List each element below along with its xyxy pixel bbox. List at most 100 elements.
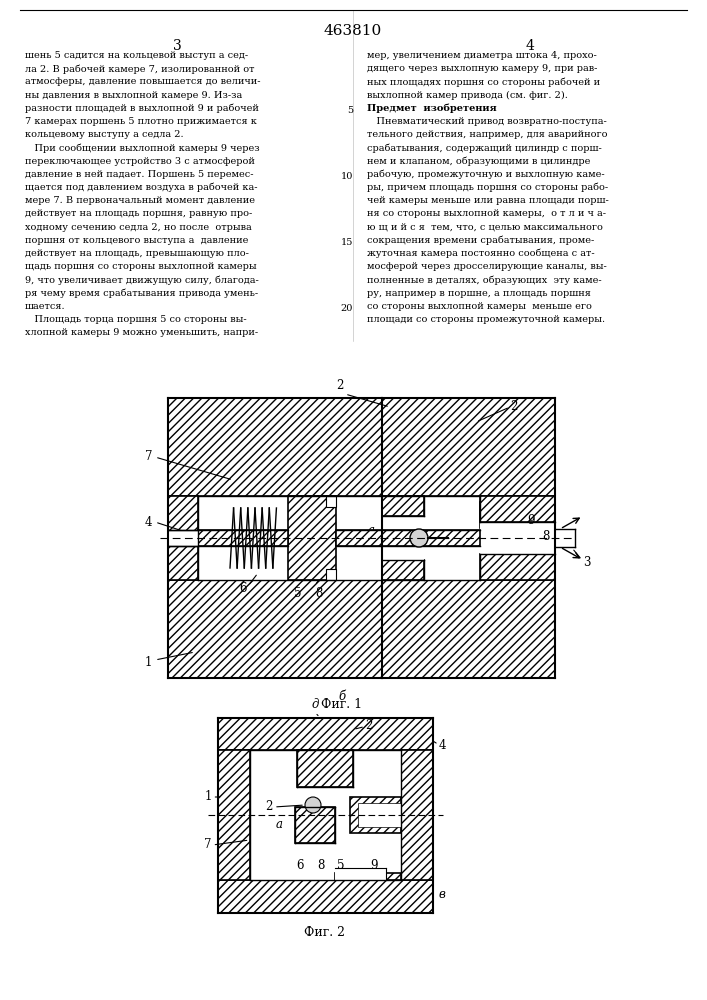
Bar xyxy=(382,398,555,496)
Text: 3: 3 xyxy=(173,39,182,53)
Text: 9: 9 xyxy=(527,514,534,526)
Bar xyxy=(350,797,400,833)
Text: 2: 2 xyxy=(365,719,373,732)
Text: а: а xyxy=(368,524,375,536)
Text: 5: 5 xyxy=(294,587,302,600)
Text: 10: 10 xyxy=(341,172,353,181)
Text: 4: 4 xyxy=(438,739,446,752)
Bar xyxy=(168,398,382,496)
Bar xyxy=(288,496,336,580)
Text: ру, например в поршне, а площадь поршня: ру, например в поршне, а площадь поршня xyxy=(367,289,591,298)
Bar xyxy=(168,530,198,546)
Text: 1: 1 xyxy=(145,656,152,668)
Text: переключающее устройство 3 с атмосферой: переключающее устройство 3 с атмосферой xyxy=(25,157,255,166)
Bar xyxy=(198,530,288,546)
Text: 5: 5 xyxy=(337,859,344,872)
Bar xyxy=(382,580,555,678)
Text: ны давления в выхлопной камере 9. Из-за: ны давления в выхлопной камере 9. Из-за xyxy=(25,91,243,100)
Text: чей камеры меньше или равна площади порш-: чей камеры меньше или равна площади порш… xyxy=(367,196,609,205)
Text: д: д xyxy=(311,698,319,712)
Text: 9: 9 xyxy=(370,859,378,872)
Text: кольцевому выступу а седла 2.: кольцевому выступу а седла 2. xyxy=(25,130,184,139)
Text: действует на площадь поршня, равную про-: действует на площадь поршня, равную про- xyxy=(25,209,252,218)
Bar xyxy=(250,750,400,880)
Text: со стороны выхлопной камеры  меньше его: со стороны выхлопной камеры меньше его xyxy=(367,302,592,311)
Bar xyxy=(218,750,250,880)
Bar xyxy=(168,496,198,580)
Text: 1: 1 xyxy=(204,790,211,804)
Bar xyxy=(382,560,424,580)
Text: ры, причем площадь поршня со стороны рабо-: ры, причем площадь поршня со стороны раб… xyxy=(367,183,608,192)
Text: ря чему время срабатывания привода умень-: ря чему время срабатывания привода умень… xyxy=(25,289,258,298)
Text: 5: 5 xyxy=(347,106,353,115)
Text: 8: 8 xyxy=(317,859,325,872)
Text: мер, увеличением диаметра штока 4, прохо-: мер, увеличением диаметра штока 4, прохо… xyxy=(367,51,597,60)
Text: 2: 2 xyxy=(337,379,344,392)
Text: 4: 4 xyxy=(525,39,534,53)
Bar xyxy=(382,516,424,560)
Text: 3: 3 xyxy=(583,556,590,568)
Text: разности площадей в выхлопной 9 и рабочей: разности площадей в выхлопной 9 и рабоче… xyxy=(25,104,259,113)
Bar xyxy=(297,750,353,787)
Text: 6: 6 xyxy=(240,582,247,594)
Text: Фиг. 2: Фиг. 2 xyxy=(305,926,346,940)
Bar xyxy=(480,554,555,580)
Text: полненные в деталях, образующих  эту каме-: полненные в деталях, образующих эту каме… xyxy=(367,275,602,285)
Bar xyxy=(326,496,336,507)
Text: мосферой через дросселирующие каналы, вы-: мосферой через дросселирующие каналы, вы… xyxy=(367,262,607,271)
Text: жуточная камера постоянно сообщена с ат-: жуточная камера постоянно сообщена с ат- xyxy=(367,249,595,258)
Text: площади со стороны промежуточной камеры.: площади со стороны промежуточной камеры. xyxy=(367,315,605,324)
Bar xyxy=(480,522,555,554)
Bar xyxy=(295,807,335,843)
Text: тельного действия, например, для аварийного: тельного действия, например, для аварийн… xyxy=(367,130,607,139)
Text: 20: 20 xyxy=(341,304,353,313)
Text: ных площадях поршня со стороны рабочей и: ных площадях поршня со стороны рабочей и xyxy=(367,77,600,87)
Text: давление в ней падает. Поршень 5 перемес-: давление в ней падает. Поршень 5 перемес… xyxy=(25,170,254,179)
Bar xyxy=(400,750,433,880)
Text: 8: 8 xyxy=(542,530,549,542)
Text: выхлопной камер привода (см. фиг. 2).: выхлопной камер привода (см. фиг. 2). xyxy=(367,91,568,100)
Bar xyxy=(480,502,555,528)
Text: 9, что увеличивает движущую силу, благода-: 9, что увеличивает движущую силу, благод… xyxy=(25,275,259,285)
Text: 6: 6 xyxy=(296,859,304,872)
Text: Площадь торца поршня 5 со стороны вы-: Площадь торца поршня 5 со стороны вы- xyxy=(25,315,247,324)
Text: поршня от кольцевого выступа а  давление: поршня от кольцевого выступа а давление xyxy=(25,236,248,245)
Text: щается под давлением воздуха в рабочей ка-: щается под давлением воздуха в рабочей к… xyxy=(25,183,257,192)
Bar xyxy=(335,873,400,880)
Text: шень 5 садится на кольцевой выступ а сед-: шень 5 садится на кольцевой выступ а сед… xyxy=(25,51,248,60)
Text: мере 7. В первоначальный момент давление: мере 7. В первоначальный момент давление xyxy=(25,196,255,205)
Text: а: а xyxy=(276,818,283,832)
Bar xyxy=(168,580,382,678)
Text: 2: 2 xyxy=(510,400,518,414)
Text: 4: 4 xyxy=(144,516,152,528)
Text: 2: 2 xyxy=(266,800,273,814)
Bar xyxy=(382,496,555,580)
Text: ходному сечению седла 2, но после  отрыва: ходному сечению седла 2, но после отрыва xyxy=(25,223,252,232)
Text: 463810: 463810 xyxy=(324,24,382,38)
Text: 8: 8 xyxy=(315,587,322,600)
Text: хлопной камеры 9 можно уменьшить, напри-: хлопной камеры 9 можно уменьшить, напри- xyxy=(25,328,258,337)
Bar xyxy=(218,880,433,912)
Text: ла 2. В рабочей камере 7, изолированной от: ла 2. В рабочей камере 7, изолированной … xyxy=(25,64,255,74)
Text: действует на площадь, превышающую пло-: действует на площадь, превышающую пло- xyxy=(25,249,249,258)
Text: дящего через выхлопную камеру 9, при рав-: дящего через выхлопную камеру 9, при рав… xyxy=(367,64,597,73)
Text: 7: 7 xyxy=(204,838,211,852)
Bar xyxy=(382,496,424,516)
Text: Фиг. 1: Фиг. 1 xyxy=(322,698,363,711)
Text: ня со стороны выхлопной камеры,  о т л и ч а-: ня со стороны выхлопной камеры, о т л и … xyxy=(367,209,606,218)
Text: 7: 7 xyxy=(144,450,152,464)
Text: сокращения времени срабатывания, проме-: сокращения времени срабатывания, проме- xyxy=(367,236,595,245)
Bar xyxy=(336,530,480,546)
Text: в: в xyxy=(438,888,445,901)
Bar xyxy=(198,496,382,580)
Text: шается.: шается. xyxy=(25,302,66,311)
Text: срабатывания, содержащий цилиндр с порш-: срабатывания, содержащий цилиндр с порш- xyxy=(367,143,602,153)
Circle shape xyxy=(410,529,428,547)
Text: Пневматический привод возвратно-поступа-: Пневматический привод возвратно-поступа- xyxy=(367,117,607,126)
Text: 15: 15 xyxy=(341,238,353,247)
Text: щадь поршня со стороны выхлопной камеры: щадь поршня со стороны выхлопной камеры xyxy=(25,262,257,271)
Bar xyxy=(326,569,336,580)
Text: Предмет  изобретения: Предмет изобретения xyxy=(367,104,496,113)
Text: При сообщении выхлопной камеры 9 через: При сообщении выхлопной камеры 9 через xyxy=(25,143,259,153)
Text: ю щ и й с я  тем, что, с целью максимального: ю щ и й с я тем, что, с целью максимальн… xyxy=(367,223,603,232)
